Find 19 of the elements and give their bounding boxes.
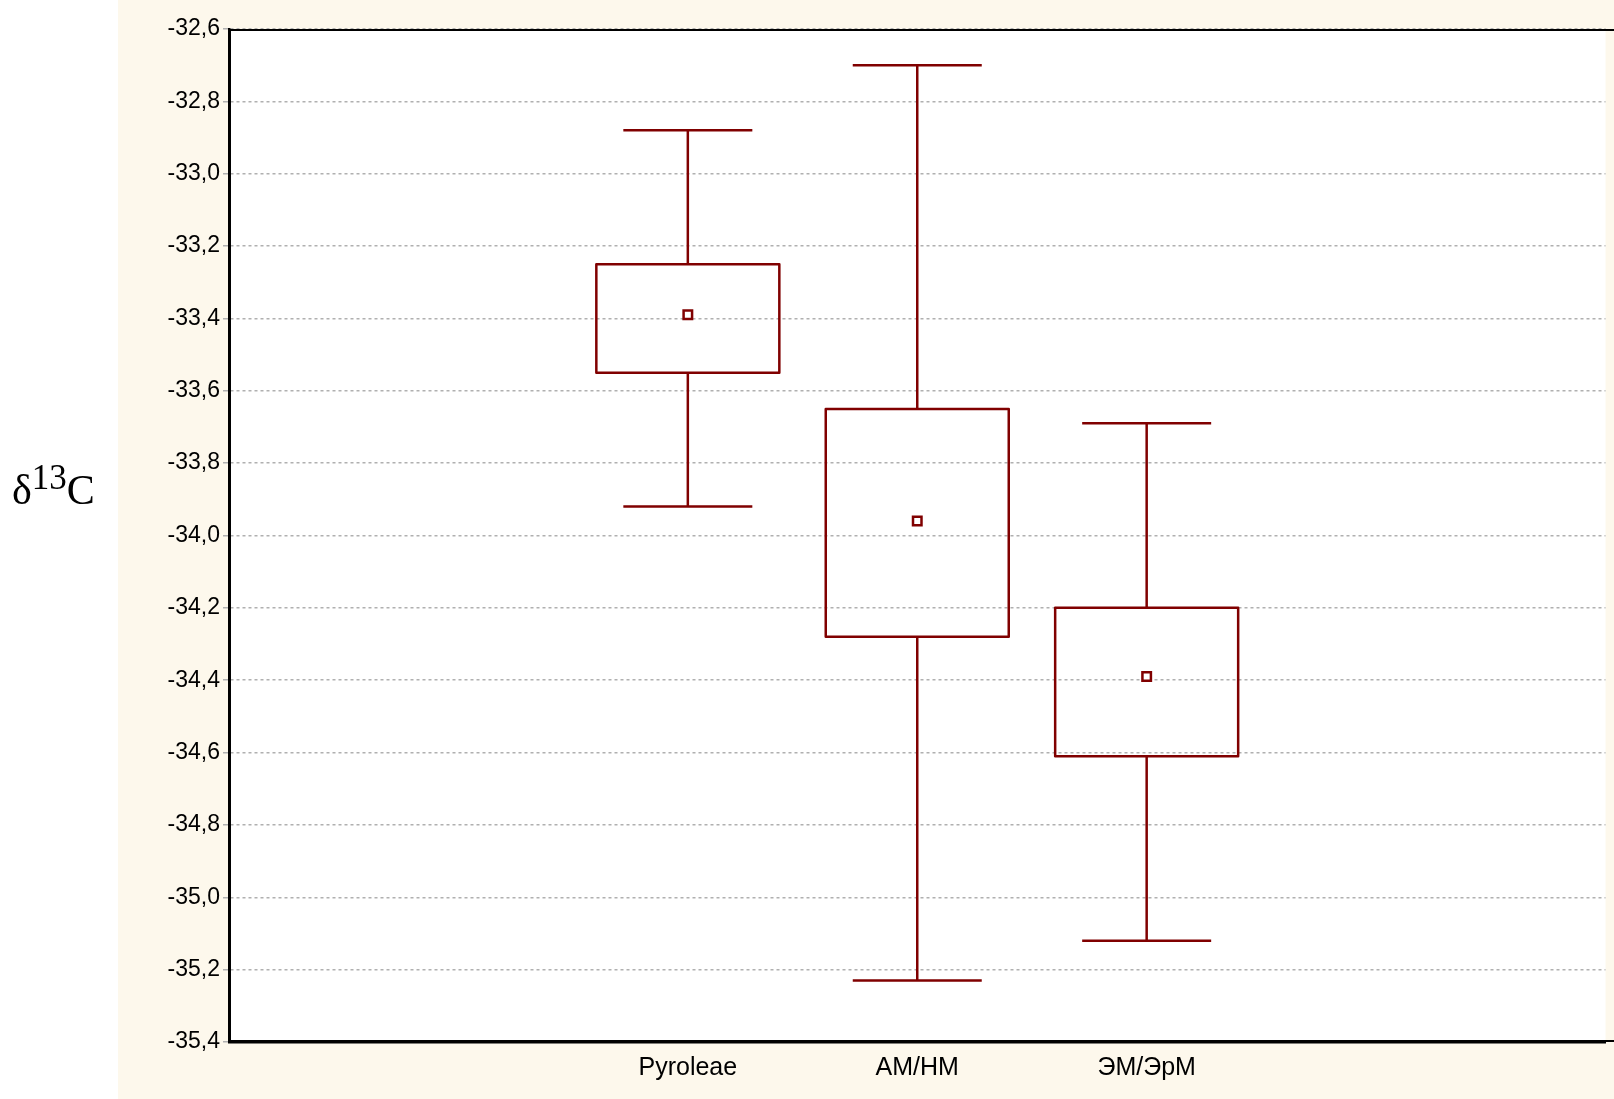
y-tick-label: -34,8 (167, 810, 220, 837)
y-tick-label: -34,0 (167, 520, 220, 547)
y-tick-label: -35,0 (167, 882, 220, 909)
y-tick-label: -34,4 (167, 665, 221, 692)
y-tick-label: -33,6 (167, 376, 220, 403)
y-tick-label: -34,2 (167, 593, 220, 620)
y-tick-label: -33,8 (167, 448, 220, 475)
y-tick-label: -32,8 (167, 86, 220, 113)
y-tick-label: -33,4 (167, 303, 221, 330)
x-tick-label: AM/HM (875, 1051, 959, 1080)
y-tick-label: -32,6 (167, 14, 220, 41)
y-tick-label: -33,2 (167, 231, 220, 258)
x-tick-label: ЭМ/ЭрМ (1097, 1051, 1196, 1080)
y-tick-label: -35,2 (167, 954, 220, 981)
y-tick-label: -35,4 (167, 1027, 221, 1054)
y-tick-label: -34,6 (167, 737, 220, 764)
y-axis-title: δ$^{13}$C (12, 458, 95, 514)
y-tick-label: -33,0 (167, 159, 220, 186)
x-tick-label: Pyroleae (638, 1051, 738, 1080)
